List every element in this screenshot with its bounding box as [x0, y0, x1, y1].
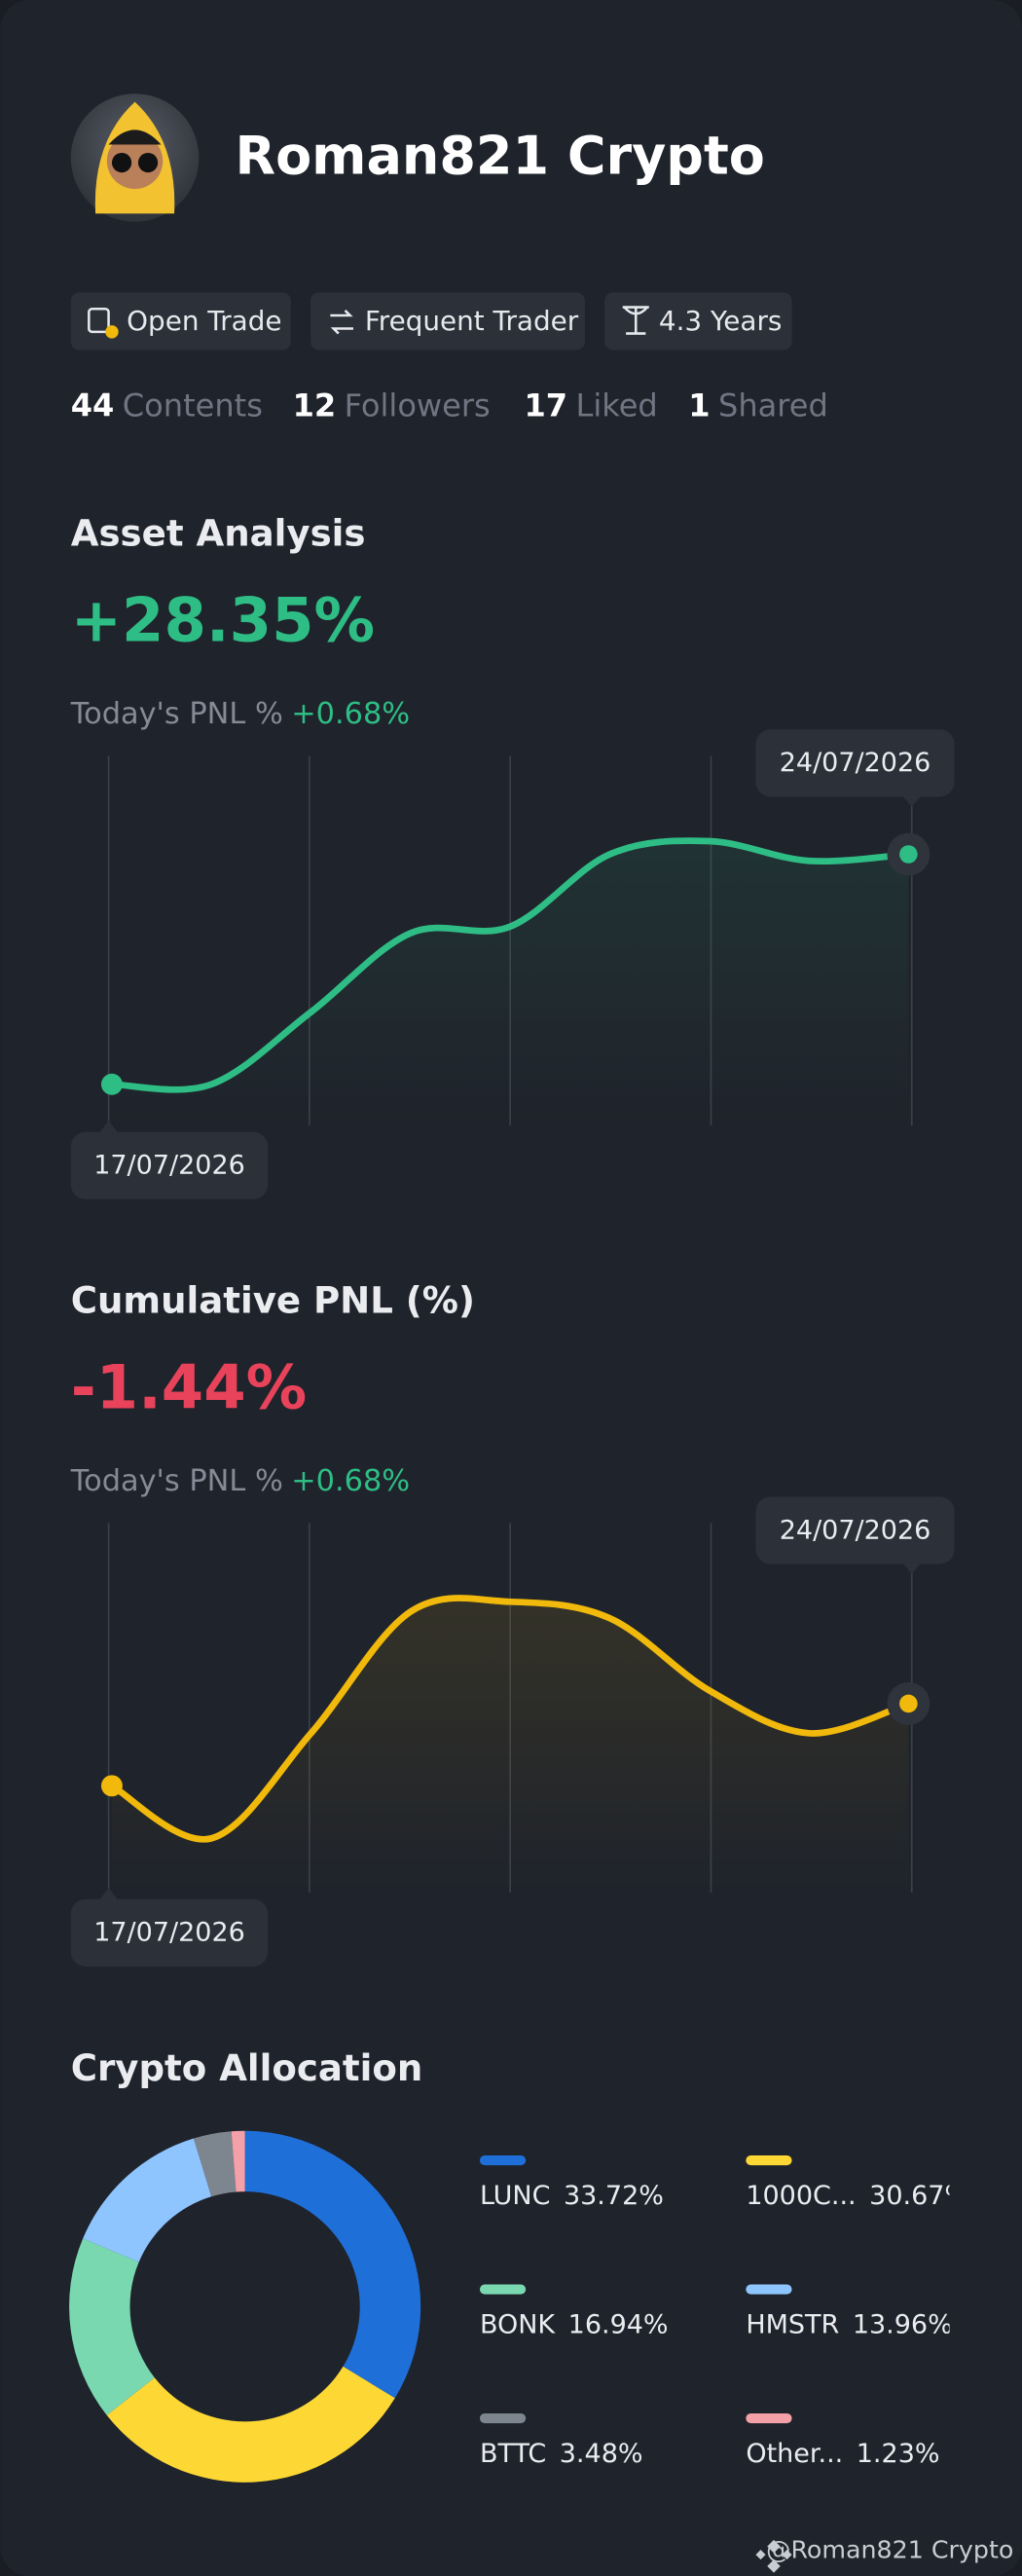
tooltip-date: 24/07/2026: [780, 748, 931, 778]
legend-value: 13.96%: [853, 2309, 953, 2339]
tooltip-pointer: [901, 1562, 922, 1574]
legend-name: 1000C...: [746, 2181, 856, 2211]
start-dot: [100, 1073, 123, 1095]
legend-name: BONK: [480, 2309, 556, 2339]
pnl-label: Today's PNL %: [70, 697, 283, 731]
headline-value: -1.44%: [71, 1351, 307, 1422]
legend-value: 3.48%: [560, 2439, 643, 2469]
donut-slice: [193, 2131, 237, 2197]
stat-label: Followers: [345, 387, 491, 424]
badge-label: Frequent Trader: [365, 305, 579, 337]
tooltip-date: 17/07/2026: [93, 1151, 245, 1181]
legend-swatch: [746, 2412, 792, 2424]
legend-entry: BTTC 3.48%: [480, 2439, 643, 2469]
stat: 44 Contents: [71, 387, 263, 424]
footer: @Roman821 Crypto: [755, 2536, 1013, 2573]
legend-swatch: [479, 2412, 527, 2424]
area: [111, 1598, 909, 1893]
line: [108, 837, 912, 1093]
pnl-label: Today's PNL %: [70, 1464, 283, 1498]
legend-entry: Other... 1.23%: [746, 2439, 939, 2469]
line-chart: 24/07/2026 17/07/2026: [70, 1496, 955, 1967]
tooltip-pointer: [901, 794, 922, 807]
legend-entry: HMSTR 13.96%: [746, 2309, 952, 2339]
badge-label: Open Trade: [127, 305, 281, 337]
stat-value: 1: [688, 387, 710, 424]
tooltip-pointer: [98, 1120, 119, 1134]
pnl-value: +0.68%: [291, 697, 410, 731]
legend-name: LUNC: [480, 2181, 551, 2211]
legend: LUNC 33.72% 1000C... 30.67% BONK 16.94% HMSTR 1…: [479, 2155, 969, 2469]
avatar: [70, 93, 200, 222]
stat-label: Liked: [576, 387, 658, 424]
profile-name: Roman821 Crypto: [236, 125, 765, 186]
tooltip-date: 24/07/2026: [780, 1515, 931, 1545]
end-dot: [899, 845, 918, 864]
donut-slice: [69, 2238, 155, 2415]
legend-value: 1.23%: [857, 2439, 940, 2469]
legend-name: BTTC: [480, 2439, 546, 2469]
start-dot: [100, 1775, 123, 1797]
legend-entry: LUNC 33.72%: [480, 2181, 664, 2211]
badge: 4.3 Years: [604, 292, 792, 350]
footer-text: @Roman821 Crypto: [766, 2536, 1013, 2564]
legend-value: 16.94%: [568, 2309, 669, 2339]
pnl-value: +0.68%: [291, 1464, 410, 1498]
legend-entry: 1000C... 30.67%: [746, 2181, 969, 2211]
tooltip: [755, 729, 955, 797]
line: [108, 1595, 912, 1843]
stat-label: Shared: [718, 387, 828, 424]
stat-value: 44: [71, 387, 115, 424]
donut-slice: [244, 2130, 421, 2399]
section-title: Crypto Allocation: [71, 2047, 423, 2089]
headline-value: +28.35%: [71, 584, 375, 655]
legend-value: 30.67%: [869, 2181, 969, 2211]
legend-swatch: [746, 2155, 792, 2166]
stat: 17 Liked: [525, 387, 658, 424]
stat: 1 Shared: [688, 387, 828, 424]
stat: 12 Followers: [293, 387, 491, 424]
stat-label: Contents: [123, 387, 263, 424]
pnl-line: Today's PNL % +0.68%: [70, 697, 410, 731]
area: [111, 840, 909, 1125]
legend-entry: BONK 16.94%: [480, 2309, 669, 2339]
badge-label: 4.3 Years: [659, 305, 783, 337]
tooltip: [755, 1496, 955, 1564]
donut-chart: [69, 2130, 421, 2483]
legend-name: Other...: [746, 2439, 843, 2469]
badge: Frequent Trader: [310, 292, 585, 350]
donut-slice: [231, 2130, 245, 2192]
end-dot: [899, 1694, 918, 1713]
legend-name: HMSTR: [746, 2309, 839, 2339]
stat-value: 12: [293, 387, 337, 424]
legend-swatch: [746, 2284, 792, 2295]
tooltip: [70, 1898, 269, 1967]
tooltip: [70, 1131, 269, 1199]
legend-value: 33.72%: [564, 2181, 664, 2211]
donut-slice: [106, 2366, 395, 2483]
tooltip-date: 17/07/2026: [93, 1918, 245, 1948]
badge: Open Trade: [70, 292, 291, 350]
line-chart: 24/07/2026 17/07/2026: [70, 729, 955, 1199]
tooltip-pointer: [98, 1887, 119, 1901]
pnl-line: Today's PNL % +0.68%: [70, 1464, 410, 1498]
section-title: Cumulative PNL (%): [71, 1280, 475, 1322]
legend-swatch: [479, 2284, 527, 2295]
section-title: Asset Analysis: [71, 513, 366, 555]
legend-swatch: [479, 2155, 527, 2166]
donut-slice: [83, 2138, 212, 2263]
stat-value: 17: [525, 387, 568, 424]
